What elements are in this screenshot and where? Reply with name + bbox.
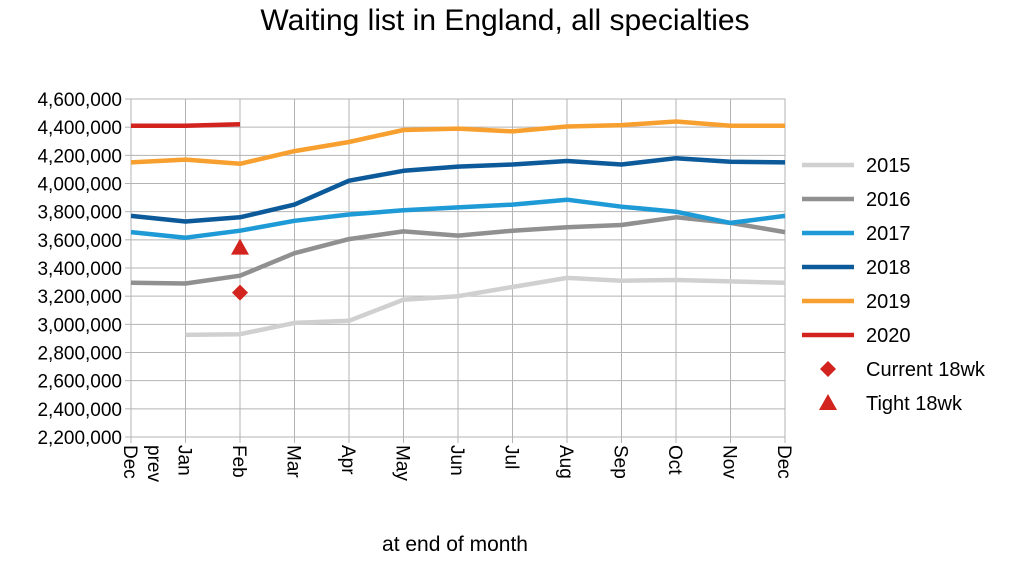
x-tick-label-part: Sep <box>610 445 631 479</box>
x-tick-label: Sep <box>610 445 631 479</box>
x-tick-label: Mar <box>283 445 304 478</box>
chart-title: Waiting list in England, all specialties <box>260 4 750 37</box>
marker-tight-18wk <box>231 238 249 255</box>
legend-item: 2020 <box>802 325 911 347</box>
x-tick-label-part: Nov <box>719 445 740 479</box>
x-tick-label: Dec prev <box>119 445 164 482</box>
x-tick-label-part: Jul <box>501 445 522 469</box>
legend-item: Tight 18wk <box>819 393 963 415</box>
y-tick-label: 3,800,000 <box>37 203 122 224</box>
legend-swatch <box>820 361 836 377</box>
series-line-2016 <box>130 215 786 286</box>
gridlines <box>130 98 786 438</box>
legend-swatch <box>819 394 837 410</box>
legend-item: 2019 <box>802 291 911 313</box>
series-line-2020 <box>131 122 241 129</box>
legend: 2015 2016 2017 2018 2019 2020 Current 18wk Tigh… <box>802 155 986 415</box>
x-axis-title: at end of month <box>382 533 528 556</box>
x-tick-label: Jun <box>446 445 467 476</box>
legend-label: Current 18wk <box>866 359 986 381</box>
markers <box>231 238 249 301</box>
x-tick-label-part: Oct <box>664 445 685 475</box>
y-tick-label: 3,600,000 <box>37 231 122 252</box>
y-tick-label: 2,600,000 <box>37 372 122 393</box>
x-tick-label-part: Mar <box>283 445 304 478</box>
series-lines <box>130 119 786 338</box>
y-tick-label: 4,000,000 <box>37 175 122 196</box>
tick-labels: 2,200,000 2,400,000 2,600,000 2,800,000 3,00… <box>37 90 794 482</box>
x-tick-label-part: Dec <box>119 445 140 479</box>
x-tick-label: Apr <box>337 445 358 475</box>
x-tick-label-part: Feb <box>228 445 249 478</box>
y-tick-label: 3,400,000 <box>37 259 122 280</box>
series-line-2017 <box>130 197 786 240</box>
y-tick-label: 4,600,000 <box>37 90 122 111</box>
y-tick-label: 2,200,000 <box>37 428 122 449</box>
y-tick-label: 3,000,000 <box>37 315 122 336</box>
x-tick-label: May <box>392 445 413 481</box>
x-tick-label-part: prev <box>143 445 164 482</box>
series-line-2015 <box>185 275 786 338</box>
y-tick-label: 2,400,000 <box>37 400 122 421</box>
x-tick-label: Nov <box>719 445 740 479</box>
series-line-2019 <box>130 119 785 167</box>
legend-label: 2020 <box>866 325 911 347</box>
axes <box>125 98 786 443</box>
legend-label: 2018 <box>866 257 911 279</box>
y-tick-label: 4,400,000 <box>37 118 122 139</box>
y-tick-label: 3,200,000 <box>37 287 122 308</box>
legend-item: 2015 <box>802 155 911 177</box>
x-tick-label-part: Dec <box>773 445 794 479</box>
y-tick-label: 4,200,000 <box>37 146 122 167</box>
legend-label: 2017 <box>866 223 911 245</box>
legend-label: Tight 18wk <box>866 393 963 415</box>
legend-label: 2015 <box>866 155 911 177</box>
x-tick-label: Feb <box>228 445 249 478</box>
legend-item: 2016 <box>802 189 911 211</box>
legend-item: 2017 <box>802 223 911 245</box>
legend-label: 2016 <box>866 189 911 211</box>
x-tick-label: Jul <box>501 445 522 469</box>
x-tick-label-part: Aug <box>555 445 576 479</box>
x-tick-label-part: Jun <box>446 445 467 476</box>
x-tick-label-part: May <box>392 445 413 481</box>
legend-item: Current 18wk <box>820 359 986 381</box>
series-line-2018 <box>130 155 786 224</box>
x-tick-label-part: Jan <box>174 445 195 476</box>
y-tick-label: 2,800,000 <box>37 344 122 365</box>
x-tick-label: Oct <box>664 445 685 475</box>
x-tick-label: Dec <box>773 445 794 479</box>
marker-current-18wk <box>232 284 248 301</box>
x-tick-label: Jan <box>174 445 195 476</box>
x-tick-label: Aug <box>555 445 576 479</box>
legend-label: 2019 <box>866 291 911 313</box>
x-tick-label-part: Apr <box>337 445 358 475</box>
legend-item: 2018 <box>802 257 911 279</box>
